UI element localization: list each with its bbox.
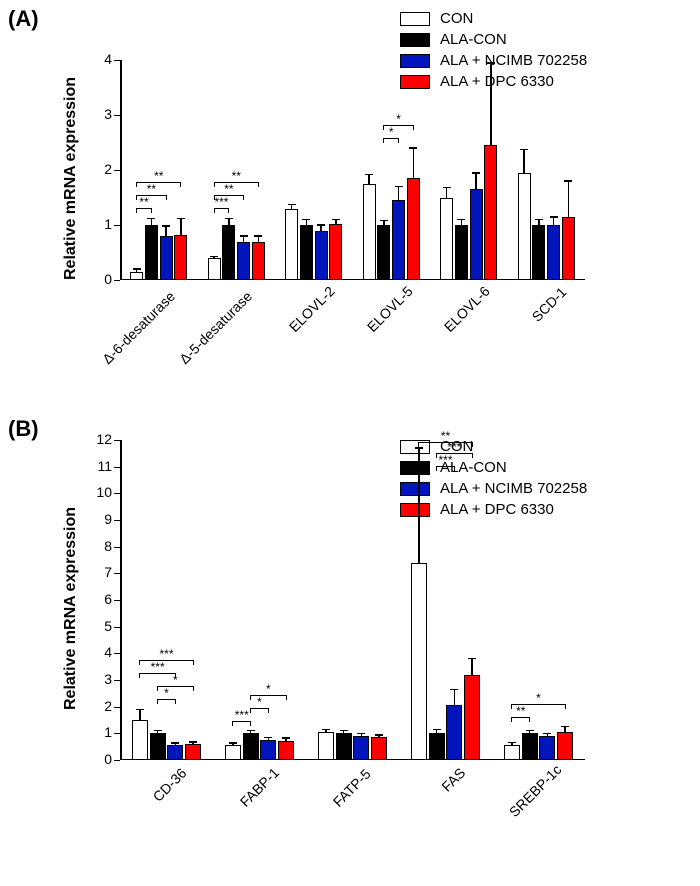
bar xyxy=(539,736,555,760)
ytick-label: 3 xyxy=(82,671,112,687)
bar xyxy=(411,563,427,760)
ytick-label: 9 xyxy=(82,511,112,527)
bar xyxy=(167,745,183,760)
bar xyxy=(557,732,573,760)
ytick-label: 0 xyxy=(82,271,112,287)
bar xyxy=(132,720,148,760)
ytick-label: 2 xyxy=(82,698,112,714)
bar xyxy=(260,740,276,760)
bar xyxy=(285,209,298,281)
bar xyxy=(446,705,462,760)
sig-label: *** xyxy=(155,647,179,661)
bar xyxy=(464,675,480,760)
sig-label: * xyxy=(527,691,551,705)
ytick-label: 6 xyxy=(82,591,112,607)
ytick-label: 8 xyxy=(82,538,112,554)
bar xyxy=(455,225,468,280)
xcat-label: SREBP-1c xyxy=(506,768,558,820)
bar xyxy=(353,736,369,760)
ylabel-b: Relative mRNA expression xyxy=(62,507,80,710)
bar xyxy=(130,272,143,280)
sig-label: ** xyxy=(434,429,458,443)
bar xyxy=(222,225,235,280)
bar xyxy=(318,732,334,760)
bar xyxy=(278,741,294,760)
xcat-label: SCD-1 xyxy=(529,288,566,325)
panel-a-label: (A) xyxy=(8,6,39,32)
xcat-label: CD-36 xyxy=(149,768,186,805)
ytick-label: 4 xyxy=(82,51,112,67)
bar xyxy=(315,231,328,281)
bar xyxy=(518,173,531,280)
xcat-label: Δ-6-desaturase xyxy=(95,288,178,371)
xcat-label: Δ-5-desaturase xyxy=(173,288,256,371)
legend-label: ALA-CON xyxy=(440,31,507,48)
bar xyxy=(547,225,560,280)
sig-label: ** xyxy=(139,182,163,196)
xcat-label: FABP-1 xyxy=(237,768,279,810)
bar xyxy=(371,737,387,760)
xcat-label: FAS xyxy=(438,768,465,795)
bar xyxy=(392,200,405,280)
xcat-label: ELOVL-5 xyxy=(364,288,411,335)
legend-item: CON xyxy=(400,10,587,27)
x-axis xyxy=(120,279,585,281)
ytick-label: 5 xyxy=(82,618,112,634)
bar xyxy=(252,242,265,281)
y-axis xyxy=(120,440,122,760)
bar xyxy=(174,235,187,280)
bar xyxy=(484,145,497,280)
y-axis xyxy=(120,60,122,280)
bar xyxy=(470,189,483,280)
bar xyxy=(243,733,259,760)
sig-label: ** xyxy=(147,169,171,183)
sig-label: * xyxy=(256,682,280,696)
bar xyxy=(429,733,445,760)
bar xyxy=(363,184,376,280)
ytick-label: 4 xyxy=(82,644,112,660)
ytick-label: 10 xyxy=(82,484,112,500)
ytick-label: 7 xyxy=(82,564,112,580)
panel-b-label: (B) xyxy=(8,416,39,442)
ytick-label: 0 xyxy=(82,751,112,767)
ytick-label: 1 xyxy=(82,216,112,232)
bar xyxy=(208,258,221,280)
ytick-label: 3 xyxy=(82,106,112,122)
sig-label: ** xyxy=(217,182,241,196)
bar xyxy=(377,225,390,280)
bar xyxy=(504,745,520,760)
figure: (A) CON ALA-CON ALA + NCIMB 702258 ALA +… xyxy=(0,0,700,886)
bar xyxy=(336,733,352,760)
bar xyxy=(237,242,250,281)
sig-label: * xyxy=(387,112,411,126)
xcat-label: ELOVL-6 xyxy=(441,288,488,335)
bar xyxy=(522,733,538,760)
bar xyxy=(185,744,201,760)
legend-swatch xyxy=(400,33,430,47)
bar xyxy=(440,198,453,281)
legend-item: ALA-CON xyxy=(400,31,587,48)
bar xyxy=(300,225,313,280)
xcat-label: ELOVL-2 xyxy=(286,288,333,335)
sig-label: *** xyxy=(146,660,170,674)
bar xyxy=(562,217,575,280)
bar xyxy=(407,178,420,280)
bar xyxy=(532,225,545,280)
ylabel-a: Relative mRNA expression xyxy=(62,77,80,280)
legend-swatch xyxy=(400,12,430,26)
plot-b: 0123456789101112************************ xyxy=(120,440,585,760)
bar xyxy=(150,733,166,760)
xcat-label: FATP-5 xyxy=(330,768,372,810)
bar xyxy=(145,225,158,280)
legend-label: CON xyxy=(440,10,473,27)
bar xyxy=(329,224,342,280)
ytick-label: 12 xyxy=(82,431,112,447)
ytick-label: 1 xyxy=(82,724,112,740)
ytick-label: 11 xyxy=(82,458,112,474)
sig-label: ** xyxy=(224,169,248,183)
bar xyxy=(225,745,241,760)
bar xyxy=(160,236,173,280)
plot-a: 01234*************** xyxy=(120,60,585,280)
ytick-label: 2 xyxy=(82,161,112,177)
